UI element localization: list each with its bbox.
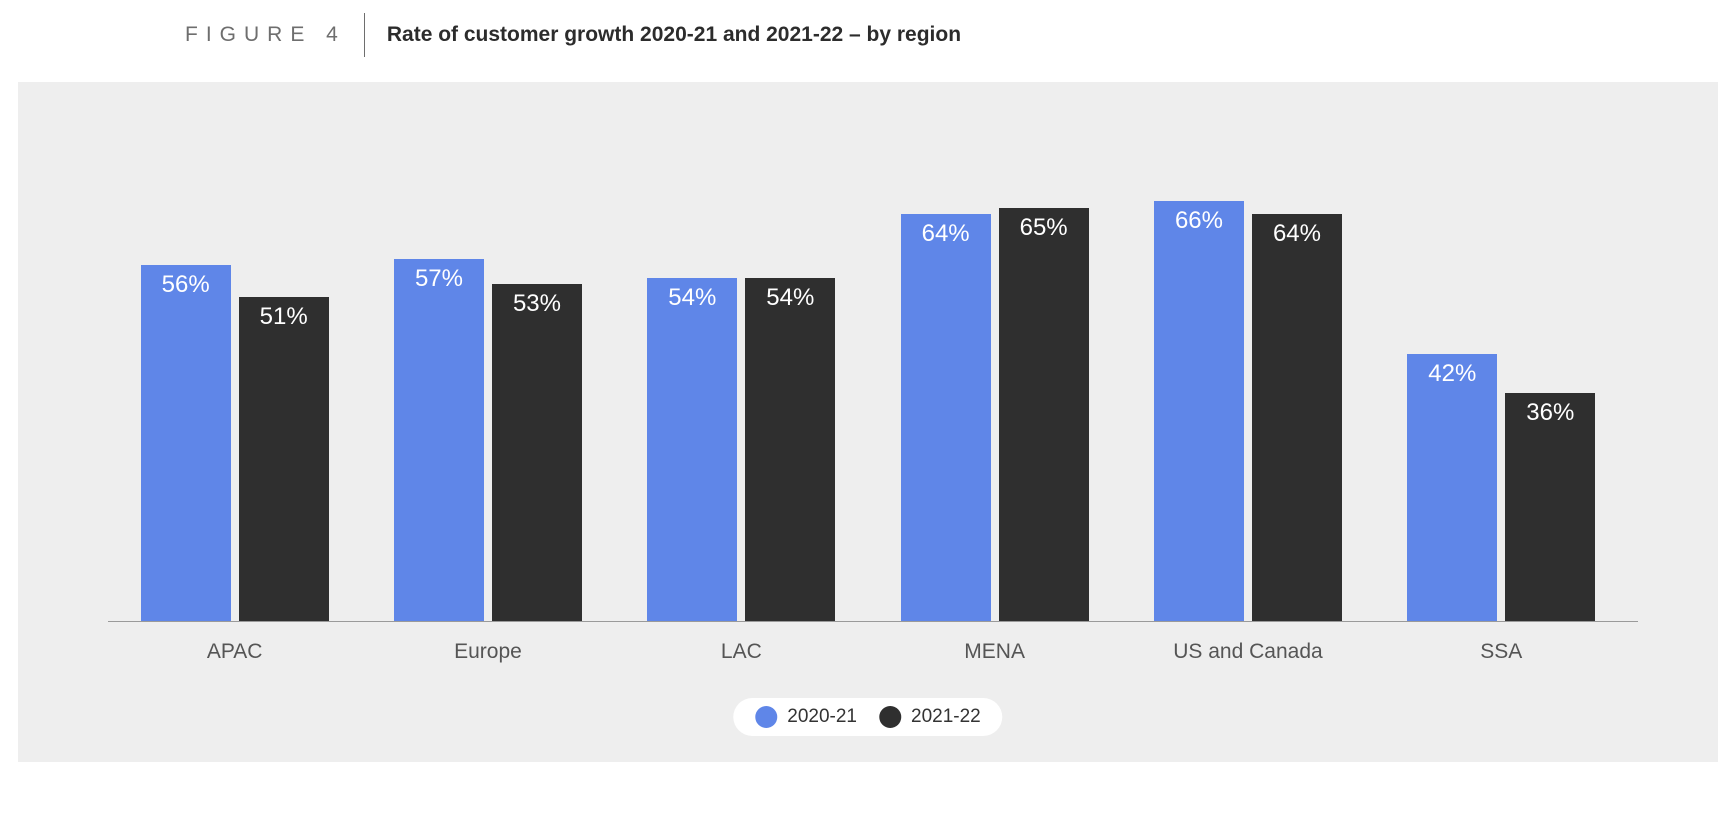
bar: 51% bbox=[239, 297, 329, 622]
legend: 2020-21 2021-22 bbox=[733, 698, 1002, 736]
figure-title: Rate of customer growth 2020-21 and 2021… bbox=[387, 23, 961, 47]
chart-panel: 56% 51% APAC 57% 53% Europe 54% 54% LAC 64% 65% MEN… bbox=[18, 82, 1718, 762]
legend-item: 2021-22 bbox=[879, 706, 981, 728]
bar-group: 42%36%SSA bbox=[1375, 112, 1628, 622]
category-label: LAC bbox=[615, 622, 868, 664]
bar: 64% bbox=[901, 214, 991, 622]
category-label: Europe bbox=[361, 622, 614, 664]
header-divider bbox=[364, 13, 365, 57]
bar: 42% bbox=[1407, 354, 1497, 622]
bar-value-label: 54% bbox=[647, 284, 737, 312]
bar: 54% bbox=[745, 278, 835, 622]
bar-value-label: 42% bbox=[1407, 360, 1497, 388]
legend-swatch bbox=[755, 706, 777, 728]
bar-group: 57%53%Europe bbox=[361, 112, 614, 622]
category-label: US and Canada bbox=[1121, 622, 1374, 664]
bar-value-label: 64% bbox=[901, 220, 991, 248]
bar-value-label: 36% bbox=[1505, 399, 1595, 427]
bar: 54% bbox=[647, 278, 737, 622]
plot-area: 56%51%APAC57%53%Europe54%54%LAC64%65%MEN… bbox=[108, 112, 1628, 622]
bar-group: 56%51%APAC bbox=[108, 112, 361, 622]
bar-value-label: 56% bbox=[141, 271, 231, 299]
figure-header: FIGURE 4 Rate of customer growth 2020-21… bbox=[0, 0, 1734, 70]
bar: 53% bbox=[492, 284, 582, 622]
bar-value-label: 65% bbox=[999, 214, 1089, 242]
bar: 57% bbox=[394, 259, 484, 622]
bar-value-label: 53% bbox=[492, 290, 582, 318]
bar-value-label: 66% bbox=[1154, 207, 1244, 235]
bar: 56% bbox=[141, 265, 231, 622]
bar-value-label: 57% bbox=[394, 265, 484, 293]
bar: 65% bbox=[999, 208, 1089, 622]
bar-group: 66%64%US and Canada bbox=[1121, 112, 1374, 622]
bar: 36% bbox=[1505, 393, 1595, 623]
legend-swatch bbox=[879, 706, 901, 728]
legend-label: 2020-21 bbox=[787, 706, 857, 728]
bar-groups: 56%51%APAC57%53%Europe54%54%LAC64%65%MEN… bbox=[108, 112, 1628, 622]
legend-item: 2020-21 bbox=[755, 706, 857, 728]
bar: 66% bbox=[1154, 201, 1244, 622]
bar-group: 64%65%MENA bbox=[868, 112, 1121, 622]
bar-value-label: 64% bbox=[1252, 220, 1342, 248]
bar-value-label: 54% bbox=[745, 284, 835, 312]
figure-container: { "header": { "figure_label": "FIGURE 4"… bbox=[0, 0, 1734, 838]
bar: 64% bbox=[1252, 214, 1342, 622]
figure-number-label: FIGURE 4 bbox=[185, 23, 346, 47]
x-axis-baseline bbox=[108, 621, 1638, 622]
category-label: SSA bbox=[1375, 622, 1628, 664]
legend-label: 2021-22 bbox=[911, 706, 981, 728]
category-label: MENA bbox=[868, 622, 1121, 664]
category-label: APAC bbox=[108, 622, 361, 664]
bar-group: 54%54%LAC bbox=[615, 112, 868, 622]
bar-value-label: 51% bbox=[239, 303, 329, 331]
